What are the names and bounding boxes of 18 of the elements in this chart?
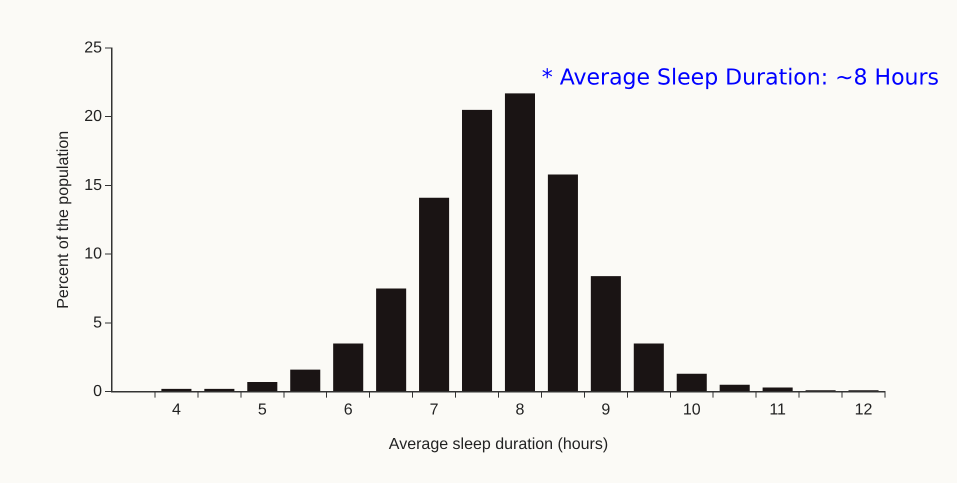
x-tick-label: 5 (258, 402, 267, 419)
y-tick-label: 20 (84, 108, 102, 126)
y-tick-label: 10 (84, 246, 102, 263)
x-tick-label: 8 (516, 402, 525, 419)
x-tick-label: 6 (344, 402, 353, 419)
y-axis-title: Percent of the population (55, 130, 72, 309)
y-tick-label: 15 (84, 176, 102, 194)
x-tick-label: 11 (769, 402, 786, 419)
x-tick-label: 10 (682, 402, 701, 419)
x-tick-label: 4 (172, 402, 181, 419)
y-tick-label: 5 (93, 314, 102, 332)
y-tick-label: 0 (93, 383, 102, 400)
x-axis-title: Average sleep duration (hours) (388, 436, 608, 453)
annotation: * Average Sleep Duration: ~8 Hours (542, 66, 939, 91)
x-tick-label: 12 (854, 402, 873, 419)
x-tick-label: 9 (601, 402, 610, 419)
x-tick-label: 7 (430, 402, 439, 419)
y-tick-label: 25 (84, 39, 102, 56)
